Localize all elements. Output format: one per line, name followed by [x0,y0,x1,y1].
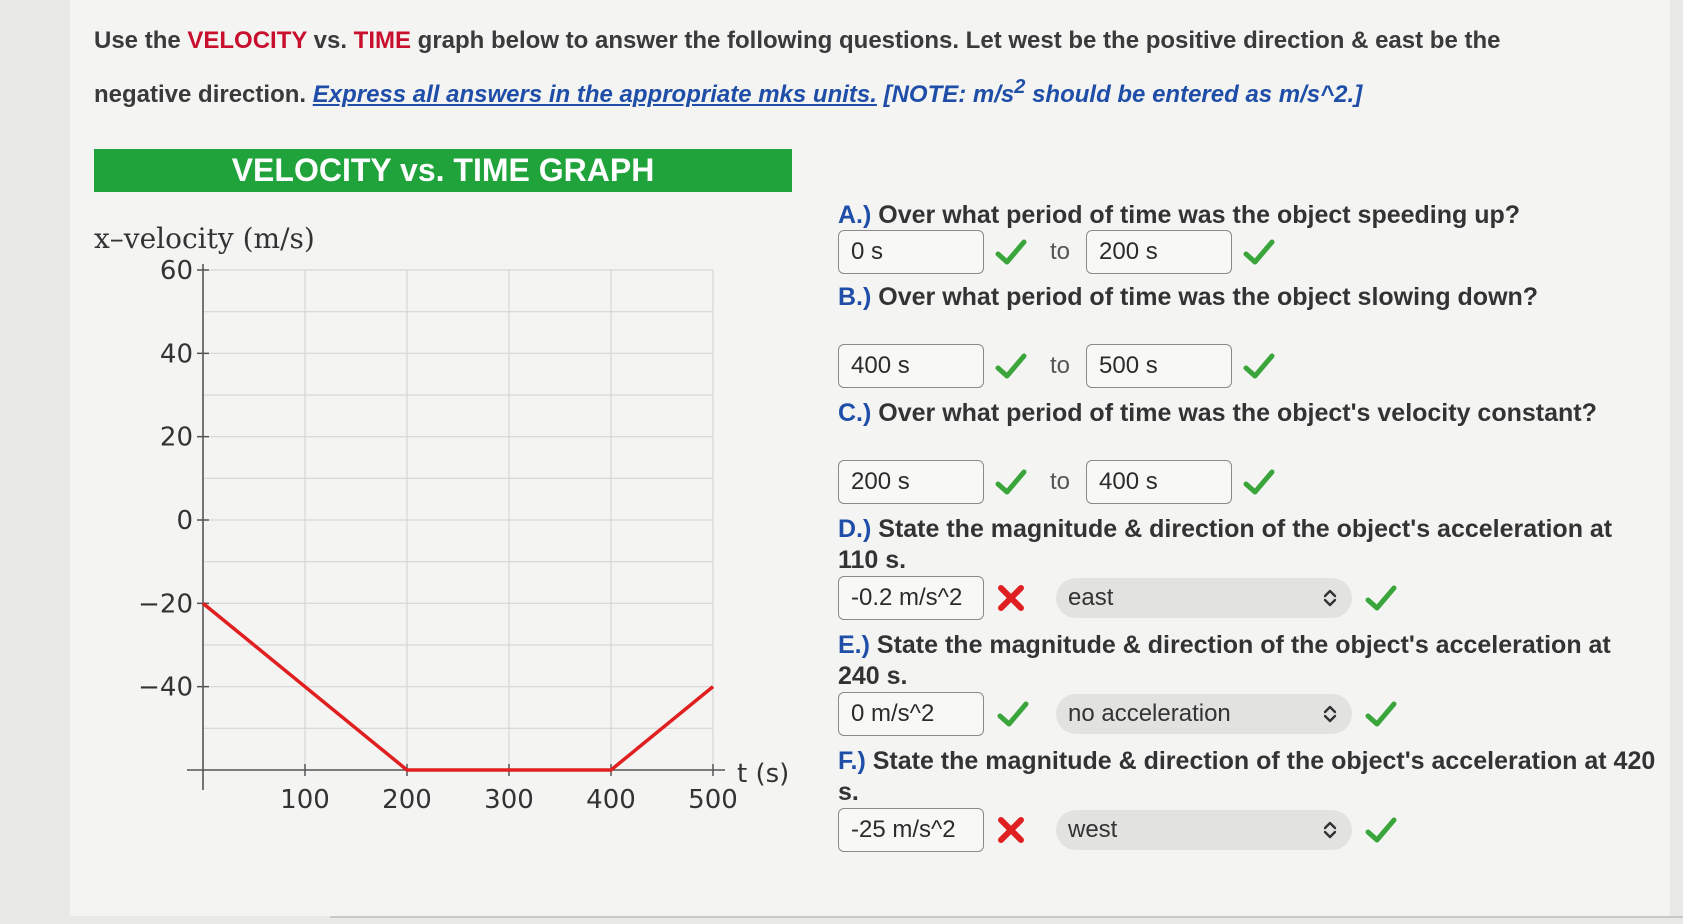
mks-note: Express all answers in the appropriate m… [312,81,877,108]
question-label: E.) [838,631,870,659]
cross-icon [996,583,1026,613]
question-label: F.) [838,747,866,775]
direction-select[interactable]: west [1056,810,1352,850]
y-tick-label: 20 [160,423,193,453]
checkmark-icon [1242,351,1276,381]
to-connector: to [1050,468,1071,495]
question-3: C.) Over what period of time was the obj… [838,398,1658,429]
y-tick-label: −40 [138,673,193,703]
entry-note-tail: should be entered as m/s^2.] [1025,81,1363,108]
question-label: C.) [838,399,872,427]
checkmark-icon [1364,699,1398,729]
x-tick-label: 300 [484,785,534,815]
x-tick-label: 100 [280,785,330,815]
x-tick-label: 400 [586,785,636,815]
instructions-text: Use the [94,27,188,54]
time-word: TIME [353,27,411,54]
entry-note: [NOTE: m/s2 should be entered as m/s^2.] [883,76,1363,108]
start-time-input[interactable]: 400 s [838,344,984,388]
direction-select-value: east [1068,584,1114,611]
to-connector: to [1050,352,1071,379]
checkmark-icon [1242,467,1276,497]
question-5: E.) State the magnitude & direction of t… [838,630,1658,692]
question-6: F.) State the magnitude & direction of t… [838,746,1658,808]
checkmark-icon [1242,237,1276,267]
divider [330,916,1683,918]
question-2: B.) Over what period of time was the obj… [838,282,1658,313]
checkmark-icon [996,699,1030,729]
chart-series [201,601,715,772]
acceleration-input[interactable]: -25 m/s^2 [838,808,984,852]
question-text: Over what period of time was the object … [871,201,1521,229]
x-axis-label: t (s) [737,759,789,789]
velocity-series-line [201,601,715,772]
start-time-input[interactable]: 0 s [838,230,984,274]
question-4: D.) State the magnitude & direction of t… [838,514,1658,576]
y-axis-label: x–velocity (m/s) [94,222,315,255]
direction-select-value: west [1068,816,1118,843]
question-text: Over what period of time was the object … [871,283,1539,311]
cross-icon [996,815,1026,845]
end-time-input[interactable]: 400 s [1086,460,1232,504]
velocity-word: VELOCITY [187,27,307,54]
y-tick-label: −20 [138,589,193,619]
to-connector: to [1050,238,1071,265]
start-time-input[interactable]: 200 s [838,460,984,504]
end-time-input[interactable]: 200 s [1086,230,1232,274]
checkmark-icon [994,467,1028,497]
instructions-text: vs. [306,27,354,54]
entry-note-text: [NOTE: m/s [883,81,1015,108]
question-label: D.) [838,515,872,543]
entry-note-superscript: 2 [1014,76,1026,98]
question-text: Over what period of time was the object'… [871,399,1597,427]
y-tick-label: 40 [160,339,193,369]
question-label: B.) [838,283,872,311]
question-1: A.) Over what period of time was the obj… [838,200,1658,231]
instructions-text: graph below to answer the following ques… [94,27,1501,108]
question-text: State the magnitude & direction of the o… [838,515,1613,574]
checkmark-icon [994,237,1028,267]
x-tick-label: 500 [688,785,738,815]
acceleration-input[interactable]: -0.2 m/s^2 [838,576,984,620]
graph-banner: VELOCITY vs. TIME GRAPH [94,149,792,192]
chart-axes [187,264,725,790]
x-tick-label: 200 [382,785,432,815]
question-label: A.) [838,201,872,229]
instructions: Use the VELOCITY vs. TIME graph below to… [94,18,1594,118]
question-text: State the magnitude & direction of the o… [838,631,1611,690]
checkmark-icon [1364,583,1398,613]
select-arrows-icon [1322,702,1338,726]
chart-grid [203,269,714,770]
direction-select-value: no acceleration [1068,700,1231,727]
question-text: State the magnitude & direction of the o… [838,747,1656,806]
checkmark-icon [1364,815,1398,845]
y-tick-label: 0 [176,506,193,536]
y-tick-label: 60 [160,256,193,286]
select-arrows-icon [1322,818,1338,842]
direction-select[interactable]: east [1056,578,1352,618]
acceleration-input[interactable]: 0 m/s^2 [838,692,984,736]
end-time-input[interactable]: 500 s [1086,344,1232,388]
direction-select[interactable]: no acceleration [1056,694,1352,734]
checkmark-icon [994,351,1028,381]
select-arrows-icon [1322,586,1338,610]
